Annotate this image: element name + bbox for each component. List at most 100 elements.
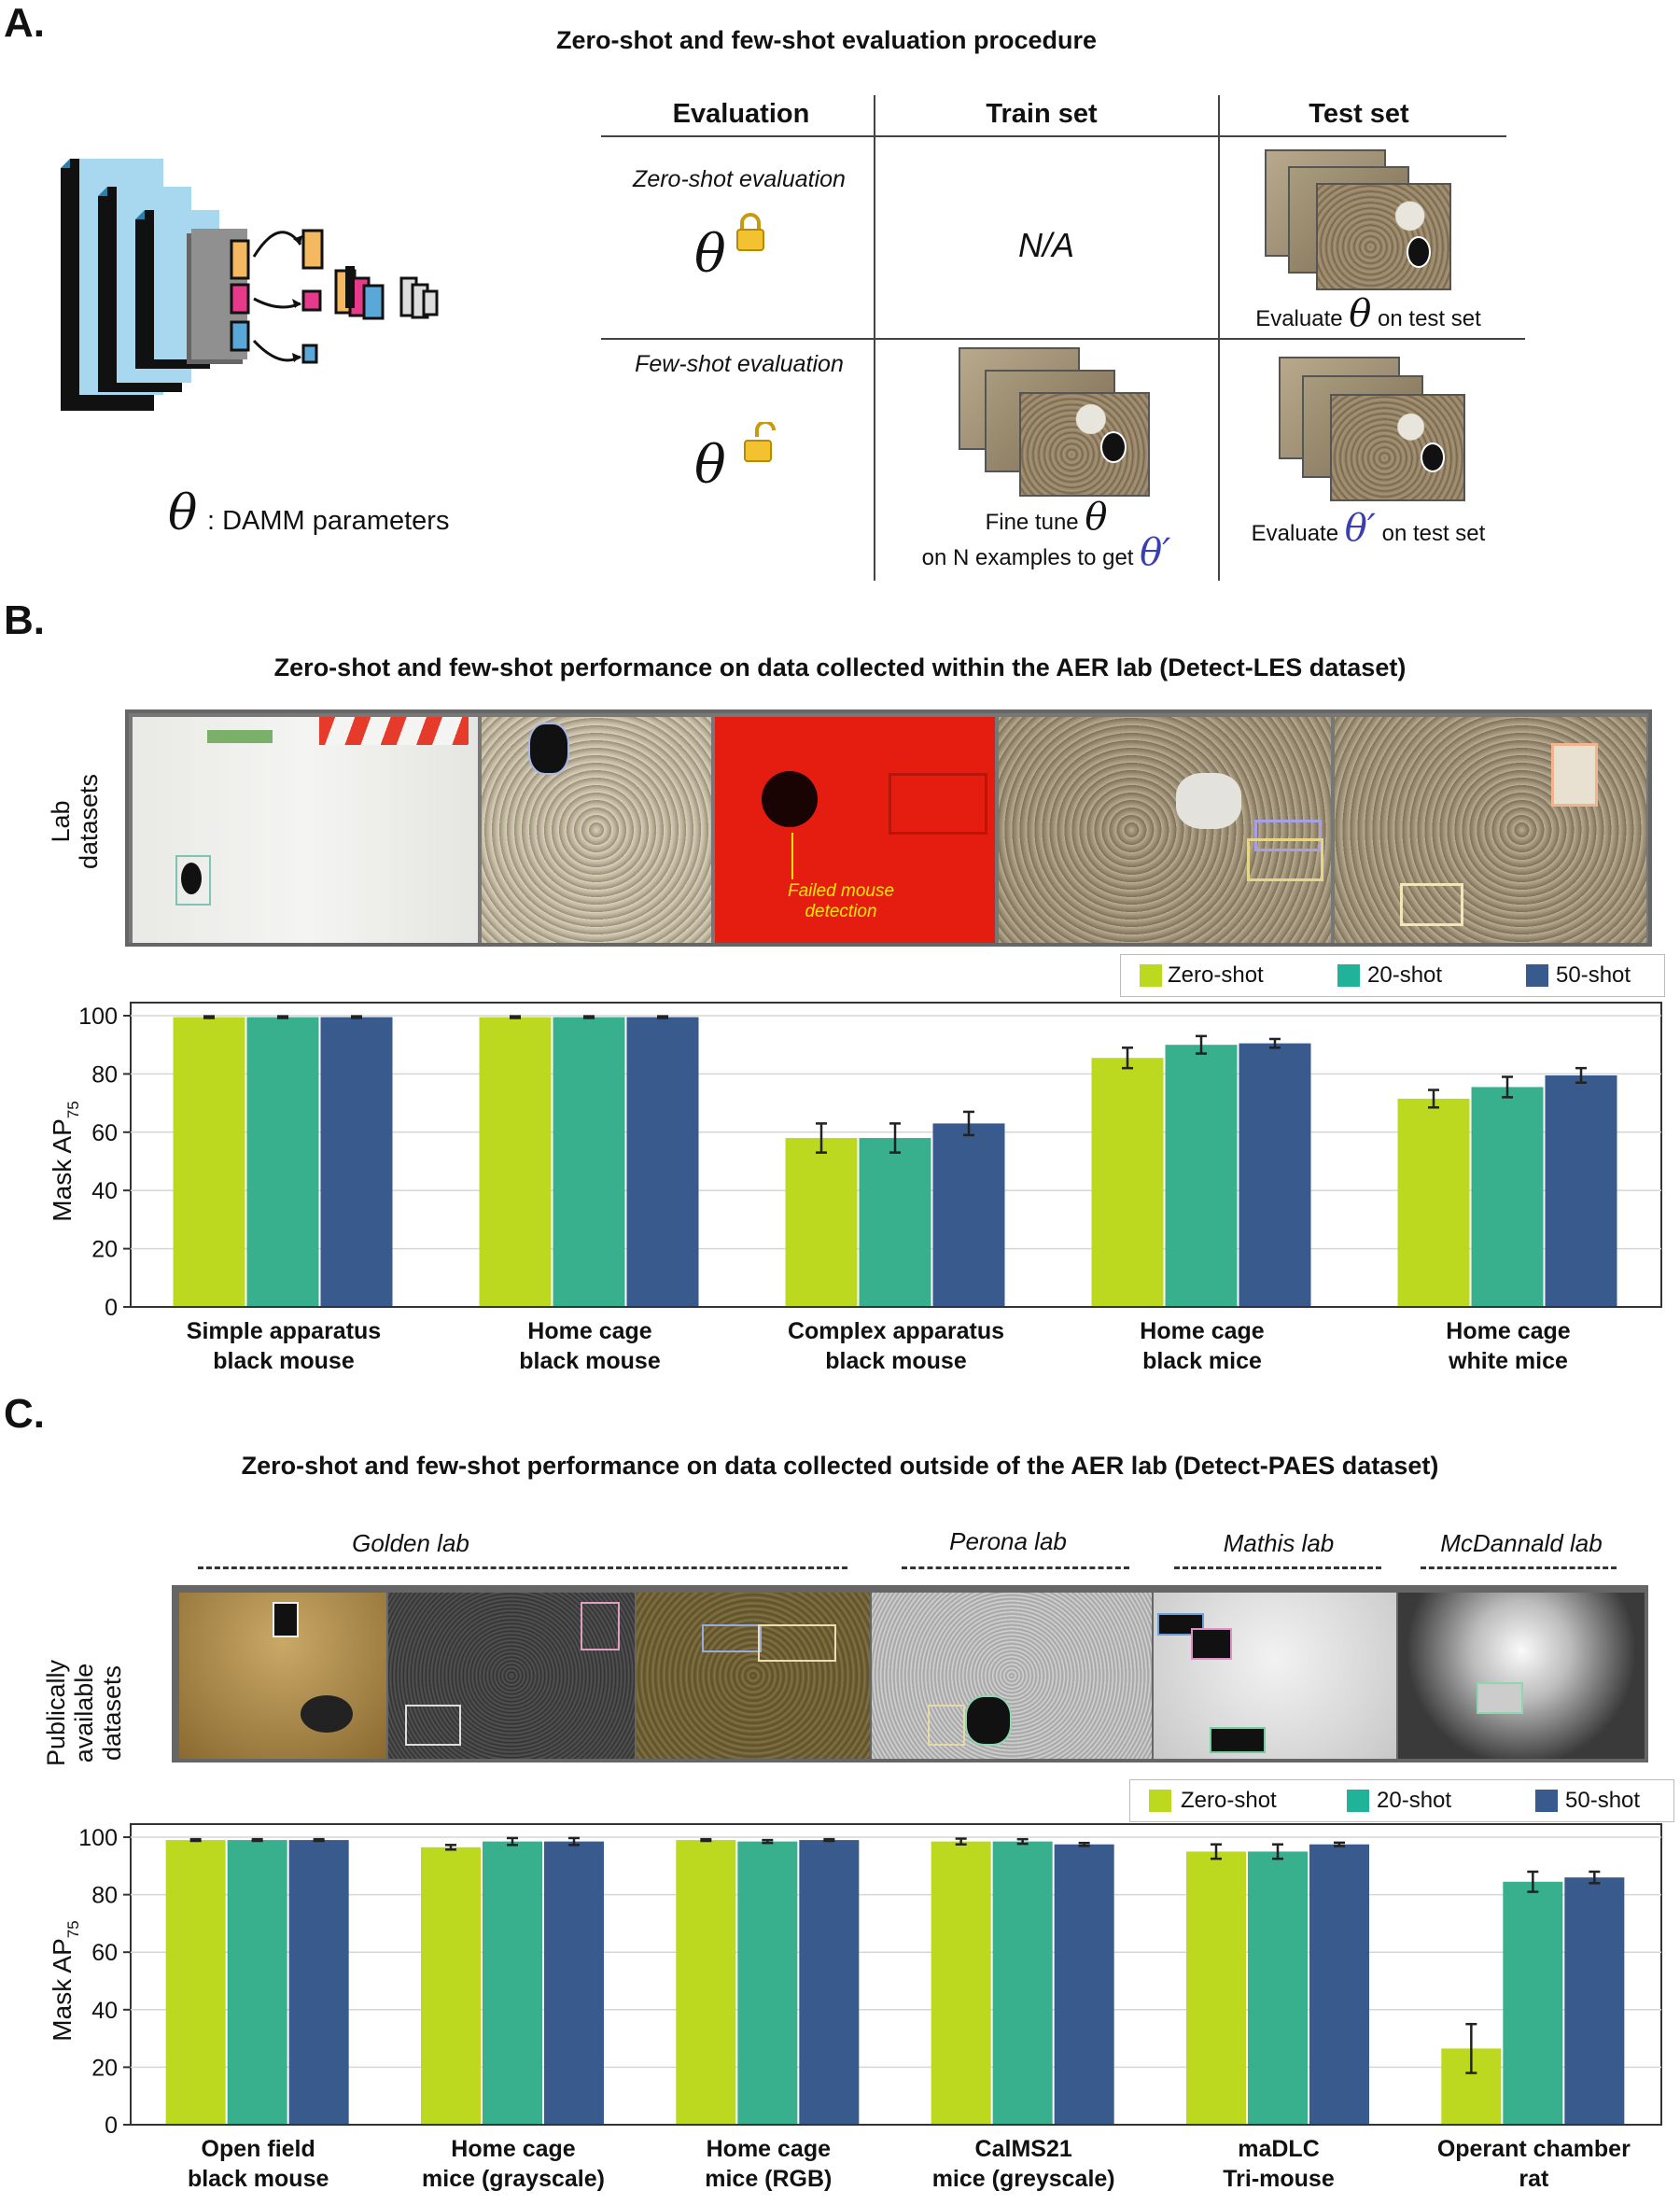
panel-b-letter: B.	[4, 597, 45, 643]
home-cage-grayscale-image	[388, 1593, 635, 1759]
legend-label-20: 20-shot	[1367, 962, 1443, 988]
chart-c-bar-zero-shot	[1186, 1851, 1246, 2125]
chart-b-category-label: black mice	[1142, 1348, 1262, 1374]
chart-c-ytick-label: 80	[91, 1883, 118, 1909]
home-cage-rgb-image	[637, 1593, 870, 1759]
lock-closed-icon	[736, 213, 764, 251]
chart-b-category-label: black mouse	[213, 1348, 355, 1374]
chart-b-category-label: Simple apparatus	[187, 1318, 381, 1344]
simple-apparatus-image	[133, 717, 478, 943]
chart-b-bar-zero-shot	[479, 1017, 552, 1307]
chart-b-bar-20-shot	[1471, 1087, 1544, 1307]
few-test-image-3	[1330, 394, 1465, 501]
table-header-train: Train set	[986, 99, 1098, 129]
mcdannald-lab-dash	[1421, 1566, 1617, 1569]
panel-a-title: Zero-shot and few-shot evaluation proced…	[556, 26, 1098, 54]
legend-c-label-50: 50-shot	[1565, 1788, 1641, 1813]
few-shot-label: Few-shot evaluation	[635, 351, 844, 377]
chart-c-ytick-label: 60	[91, 1940, 118, 1966]
chart-c-category-label: mice (greyscale)	[932, 2166, 1115, 2192]
table-divider-1	[874, 95, 875, 581]
chart-c-category-label: rat	[1519, 2166, 1549, 2192]
few-train-image-3	[1019, 392, 1150, 497]
lab-datasets-strip: Failed mouse detection	[125, 709, 1652, 947]
chart-b-category-label: Home cage	[527, 1318, 651, 1344]
chart-c-bar-50-shot	[544, 1841, 604, 2125]
chart-b-category-label: black mouse	[519, 1348, 661, 1374]
table-header-test: Test set	[1309, 99, 1409, 129]
failed-detection-label-2: detection	[805, 902, 877, 921]
chart-b-bar-20-shot	[553, 1017, 625, 1307]
calms21-image	[872, 1593, 1152, 1759]
chart-c-bar-20-shot	[483, 1841, 542, 2125]
chart-c-bar-zero-shot	[421, 1847, 481, 2125]
legend-c-swatch-zero	[1149, 1790, 1171, 1812]
failed-detection-label-1: Failed mouse	[787, 881, 895, 901]
chart-c-ytick-label: 0	[105, 2113, 118, 2139]
network-diagram	[61, 159, 439, 411]
chart-b-ytick-label: 100	[78, 1004, 118, 1030]
chart-c-category-label: mice (RGB)	[705, 2166, 832, 2192]
legend-swatch-20	[1337, 964, 1360, 987]
lock-open-icon	[744, 422, 776, 462]
chart-b-category-label: white mice	[1448, 1348, 1568, 1374]
zero-test-caption: Evaluate θ on test set	[1255, 292, 1481, 335]
table-header-evaluation: Evaluation	[672, 99, 810, 129]
complex-apparatus-image: Failed mouse detection	[715, 717, 995, 943]
chart-c-category-label: Open field	[202, 2136, 315, 2162]
legend-c-label-20: 20-shot	[1377, 1788, 1452, 1813]
table-rule-top	[601, 135, 1506, 137]
mcdannald-lab-label: McDannald lab	[1440, 1529, 1603, 1557]
legend-c: Zero-shot 20-shot 50-shot	[1129, 1779, 1674, 1822]
home-cage-black-mice-image	[999, 717, 1331, 943]
table-divider-2	[1218, 95, 1220, 581]
legend-c-label-zero: Zero-shot	[1181, 1788, 1277, 1813]
train-na: N/A	[1017, 226, 1074, 264]
chart-b-bar-20-shot	[1165, 1045, 1238, 1307]
chart-c: 0 20 40 60 80 100 Mask AP75 Open field black mou…	[48, 1823, 1662, 2192]
chart-b-bar-50-shot	[1239, 1043, 1311, 1307]
legend-c-swatch-50	[1535, 1790, 1558, 1812]
legend-label-50: 50-shot	[1556, 962, 1631, 988]
chart-b: 0 20 40 60 80 100 Mask AP75 Simple apparatus bla…	[48, 1002, 1662, 1374]
chart-b-ytick-label: 80	[91, 1061, 118, 1088]
chart-b-bar-20-shot	[859, 1138, 931, 1307]
chart-b-bar-20-shot	[246, 1017, 319, 1307]
chart-c-bar-zero-shot	[676, 1840, 736, 2125]
panel-b-side-label: Lab datasets	[47, 773, 103, 870]
theta-caption: : DAMM parameters	[207, 506, 450, 536]
panel-a-letter: A.	[4, 0, 45, 46]
chart-b-category-label: Home cage	[1446, 1318, 1570, 1344]
legend-c-swatch-20	[1347, 1790, 1369, 1812]
chart-c-category-label: mice (grayscale)	[422, 2166, 605, 2192]
chart-c-bar-50-shot	[1564, 1877, 1625, 2125]
chart-c-bar-zero-shot	[165, 1840, 226, 2125]
chart-c-bar-20-shot	[227, 1840, 287, 2125]
chart-b-ytick-label: 20	[91, 1237, 118, 1263]
chart-c-ylabel: Mask AP75	[48, 1920, 82, 2041]
chart-b-ytick-label: 0	[105, 1295, 118, 1321]
few-test-caption: Evaluate θ′ on test set	[1251, 507, 1486, 550]
panel-c-letter: C.	[4, 1391, 45, 1437]
panel-c-title: Zero-shot and few-shot performance on da…	[241, 1452, 1439, 1480]
chart-b-bar-zero-shot	[785, 1138, 858, 1307]
chart-b-category-label: black mouse	[825, 1348, 967, 1374]
chart-c-bar-zero-shot	[931, 1841, 991, 2125]
chart-c-category-label: Home cage	[451, 2136, 575, 2162]
chart-c-category-label: black mouse	[188, 2166, 329, 2192]
chart-c-bar-50-shot	[288, 1840, 349, 2125]
chart-c-bar-20-shot	[1503, 1881, 1563, 2125]
madlc-image	[1154, 1593, 1396, 1759]
chart-c-ytick-label: 100	[78, 1825, 118, 1851]
chart-b-bar-50-shot	[626, 1017, 699, 1307]
chart-b-bar-50-shot	[932, 1123, 1005, 1307]
chart-c-bar-50-shot	[799, 1840, 860, 2125]
golden-lab-label: Golden lab	[352, 1529, 469, 1557]
golden-lab-dash	[198, 1566, 847, 1569]
chart-c-bar-50-shot	[1309, 1844, 1369, 2125]
chart-b-ylabel: Mask AP75	[48, 1101, 82, 1221]
chart-c-category-label: CalMS21	[975, 2136, 1072, 2162]
chart-c-bar-20-shot	[992, 1841, 1053, 2125]
chart-b-bar-50-shot	[1545, 1074, 1617, 1307]
chart-c-ytick-label: 40	[91, 1998, 118, 2024]
